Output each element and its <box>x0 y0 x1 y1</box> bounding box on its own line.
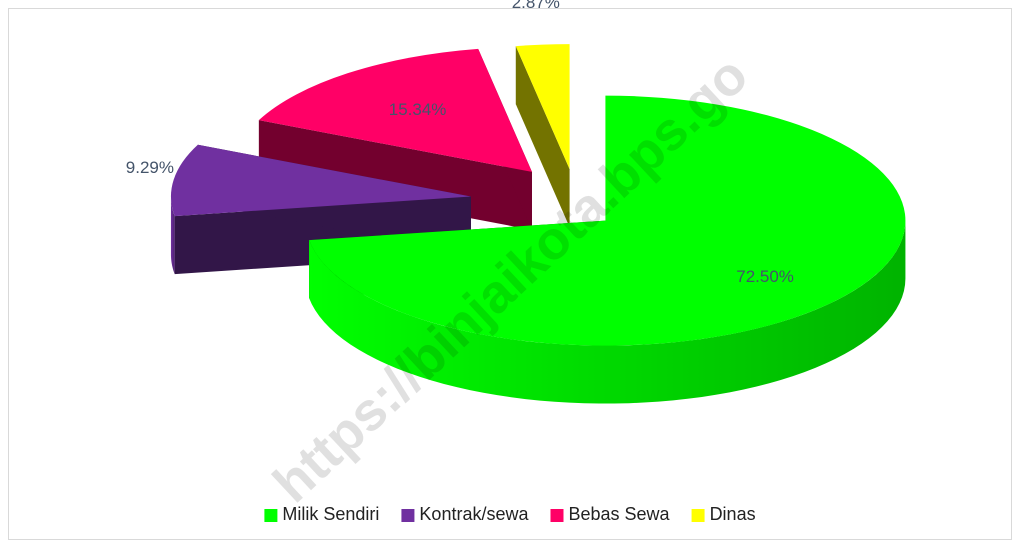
legend-swatch <box>264 509 278 522</box>
legend-label: Kontrak/sewa <box>419 504 529 524</box>
slice-side <box>309 220 906 404</box>
slice <box>515 44 570 170</box>
pie <box>170 44 906 404</box>
data-label: 72.50% <box>736 267 794 286</box>
data-labels: 72.50% 9.29% 15.34% 2.87% <box>126 0 794 286</box>
legend-swatch <box>550 509 564 522</box>
slice <box>170 144 471 217</box>
slice-wall <box>515 46 570 228</box>
legend-label: Dinas <box>710 504 756 524</box>
slice <box>309 95 906 346</box>
legend-swatch <box>401 509 415 522</box>
slice-side <box>170 196 175 275</box>
legend-label: Milik Sendiri <box>282 504 379 524</box>
slice <box>258 48 532 172</box>
data-label: 15.34% <box>389 100 447 119</box>
legend-label: Bebas Sewa <box>568 504 670 524</box>
legend: Milik Sendiri Kontrak/sewa Bebas Sewa Dinas <box>264 504 756 524</box>
legend-swatch <box>691 509 705 522</box>
data-label: 9.29% <box>126 158 174 177</box>
data-label: 2.87% <box>512 0 560 12</box>
